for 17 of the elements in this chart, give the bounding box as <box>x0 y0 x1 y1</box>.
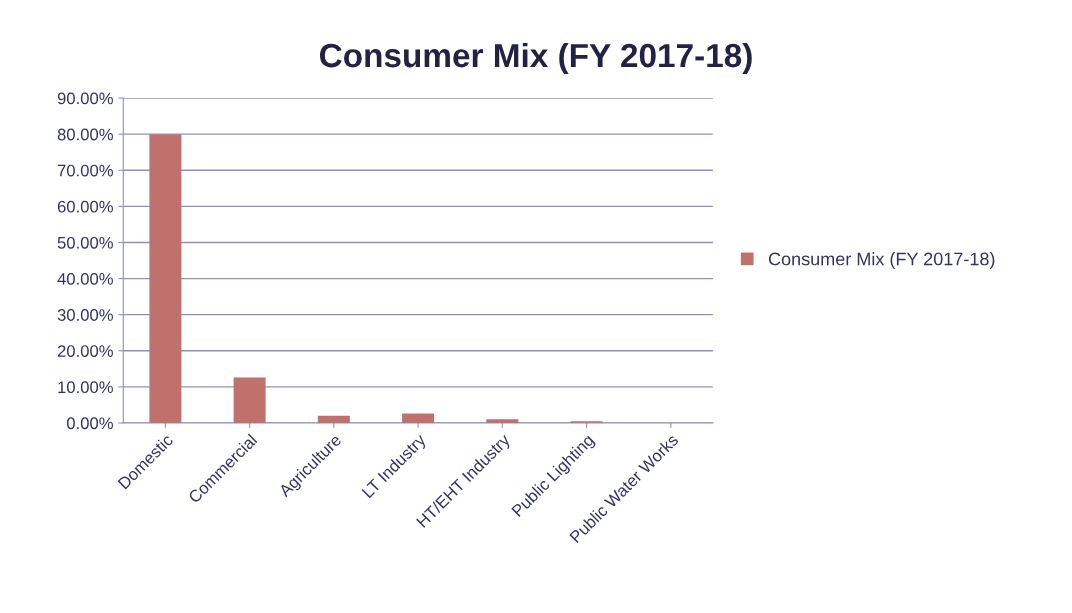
legend-label: Consumer Mix (FY 2017-18) <box>768 252 995 269</box>
y-tick-label: 80.00% <box>57 128 113 141</box>
y-tick-label: 20.00% <box>57 345 113 357</box>
y-tick-label: 50.00% <box>57 236 113 249</box>
bar <box>317 415 350 423</box>
y-tick-label: 10.00% <box>58 381 113 394</box>
bar <box>486 419 519 423</box>
y-tick-label: 40.00% <box>57 272 113 285</box>
chart-title: Consumer Mix (FY 2017-18) <box>320 42 752 74</box>
y-tick-label: 60.00% <box>57 200 113 213</box>
bar <box>233 377 266 423</box>
y-tick-label: 0.00% <box>66 417 113 430</box>
y-tick-label: 30.00% <box>57 309 113 321</box>
y-tick-label: 90.00% <box>57 92 113 105</box>
y-tick-label: 70.00% <box>57 164 113 177</box>
bar <box>402 413 435 423</box>
bar <box>149 134 182 423</box>
